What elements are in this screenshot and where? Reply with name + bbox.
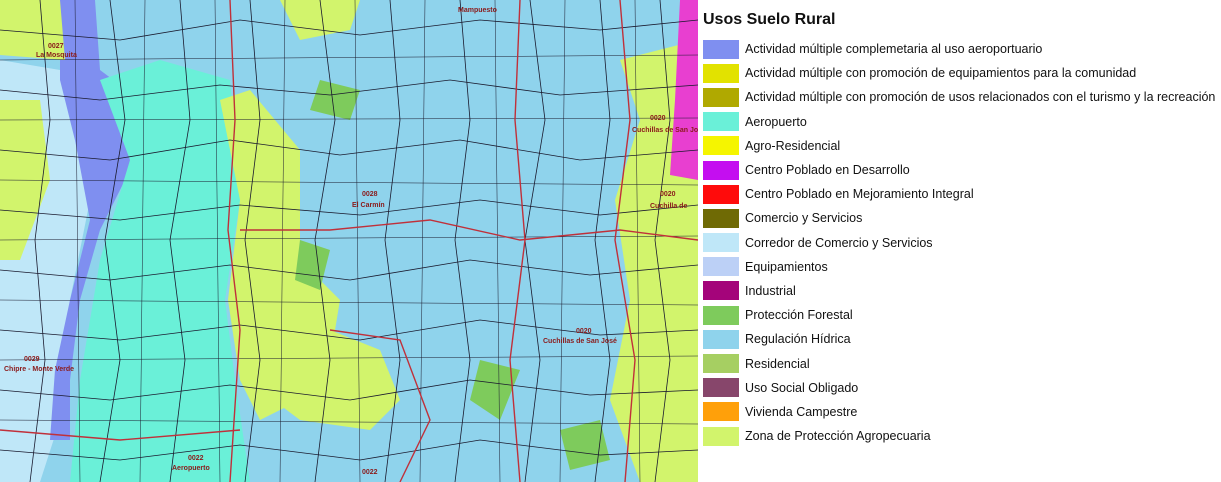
legend-label: Centro Poblado en Desarrollo	[745, 163, 910, 178]
map-label-code: 0022	[188, 455, 204, 462]
map-panel[interactable]: 0027 La Mosquita 0028 El Carmín 0020 Cuc…	[0, 0, 698, 482]
legend-swatch	[703, 329, 739, 349]
legend-title: Usos Suelo Rural	[703, 11, 836, 28]
legend-swatch	[703, 39, 739, 59]
legend-swatch	[703, 208, 739, 228]
legend-label: Agro-Residencial	[745, 138, 841, 153]
legend-item: Aeropuerto	[703, 110, 1221, 134]
legend-item: Corredor de Comercio y Servicios	[703, 231, 1221, 255]
zone-proteccion-agropecuaria-s	[250, 330, 400, 430]
map-label-name: Cuchillas de San José	[632, 127, 698, 134]
legend-item: Equipamientos	[703, 255, 1221, 279]
legend-label: Corredor de Comercio y Servicios	[745, 235, 933, 250]
legend-swatch	[703, 281, 739, 301]
legend-item: Agro-Residencial	[703, 134, 1221, 158]
legend-swatch	[703, 160, 739, 180]
legend-swatch	[703, 257, 739, 277]
map-label-code: 0020	[576, 328, 592, 335]
map-label-code: 0020	[650, 115, 666, 122]
legend-swatch	[703, 426, 739, 446]
legend-swatch	[703, 112, 739, 132]
map-label-code: 0022	[362, 469, 378, 476]
legend-item: Actividad múltiple con promoción de equi…	[703, 61, 1221, 85]
legend-label: Comercio y Servicios	[745, 211, 863, 226]
map-label-name: La Mosquita	[36, 52, 77, 59]
map-label-name: Mampuesto	[458, 7, 497, 14]
legend-swatch	[703, 184, 739, 204]
zone-proteccion-forestal-1	[310, 80, 360, 120]
legend-swatch	[703, 87, 739, 107]
legend-label: Regulación Hídrica	[745, 332, 851, 347]
legend-label: Industrial	[745, 283, 796, 298]
legend-swatch	[703, 136, 739, 156]
legend-swatch	[703, 354, 739, 374]
zone-centro-poblado-este	[670, 0, 698, 180]
zone-proteccion-forestal-4	[295, 240, 330, 290]
legend-label: Equipamientos	[745, 259, 828, 274]
legend-swatch	[703, 233, 739, 253]
legend-label: Aeropuerto	[745, 114, 807, 129]
legend-item: Zona de Protección Agropecuaria	[703, 424, 1221, 448]
legend-label: Zona de Protección Agropecuaria	[745, 429, 931, 444]
legend-panel: Usos Suelo Rural Actividad múltiple comp…	[703, 10, 1221, 448]
legend-item: Comercio y Servicios	[703, 206, 1221, 230]
map-label-name: Cuchilla de	[650, 203, 687, 210]
legend-label: Actividad múltiple con promoción de equi…	[745, 66, 1137, 81]
zone-aeropuerto	[70, 60, 250, 482]
legend-swatch	[703, 402, 739, 422]
legend-label: Centro Poblado en Mejoramiento Integral	[745, 187, 974, 202]
map-label-code: 0027	[48, 43, 64, 50]
legend-label: Actividad múltiple complemetaria al uso …	[745, 42, 1043, 57]
legend-swatch	[703, 378, 739, 398]
legend-swatch	[703, 305, 739, 325]
zone-proteccion-forestal-3	[560, 420, 610, 470]
legend-item: Centro Poblado en Mejoramiento Integral	[703, 182, 1221, 206]
zone-proteccion-agropecuaria-n	[280, 0, 360, 40]
map-label-name: Aeropuerto	[172, 465, 210, 472]
legend-item: Centro Poblado en Desarrollo	[703, 158, 1221, 182]
legend-item: Regulación Hídrica	[703, 327, 1221, 351]
map-label-code: 0029	[24, 356, 40, 363]
legend-label: Residencial	[745, 356, 810, 371]
zone-proteccion-agropecuaria-nw	[0, 0, 65, 60]
legend-item: Actividad múltiple complemetaria al uso …	[703, 37, 1221, 61]
map-label-code: 0020	[660, 191, 676, 198]
legend-label: Uso Social Obligado	[745, 380, 859, 395]
legend-item: Actividad múltiple con promoción de usos…	[703, 85, 1221, 109]
map-canvas[interactable]: 0027 La Mosquita 0028 El Carmín 0020 Cuc…	[0, 0, 698, 482]
legend-item: Industrial	[703, 279, 1221, 303]
legend-item: Protección Forestal	[703, 303, 1221, 327]
map-label-name: Cuchillas de San José	[543, 338, 617, 345]
legend-label: Vivienda Campestre	[745, 404, 858, 419]
zone-proteccion-forestal-2	[470, 360, 520, 420]
legend-item: Residencial	[703, 351, 1221, 375]
legend-list: Actividad múltiple complemetaria al uso …	[703, 37, 1221, 448]
legend-swatch	[703, 63, 739, 83]
vereda-boundaries	[0, 0, 698, 482]
legend-label: Actividad múltiple con promoción de usos…	[745, 90, 1216, 105]
map-label-name: Chipre - Monte Verde	[4, 366, 74, 373]
legend-label: Protección Forestal	[745, 308, 853, 323]
map-label-code: 0028	[362, 191, 378, 198]
legend-item: Uso Social Obligado	[703, 376, 1221, 400]
map-label-name: El Carmín	[352, 202, 385, 209]
vereda-labels: 0027 La Mosquita 0028 El Carmín 0020 Cuc…	[4, 7, 698, 476]
parcel-lines-fine	[0, 0, 698, 482]
legend-item: Vivienda Campestre	[703, 400, 1221, 424]
